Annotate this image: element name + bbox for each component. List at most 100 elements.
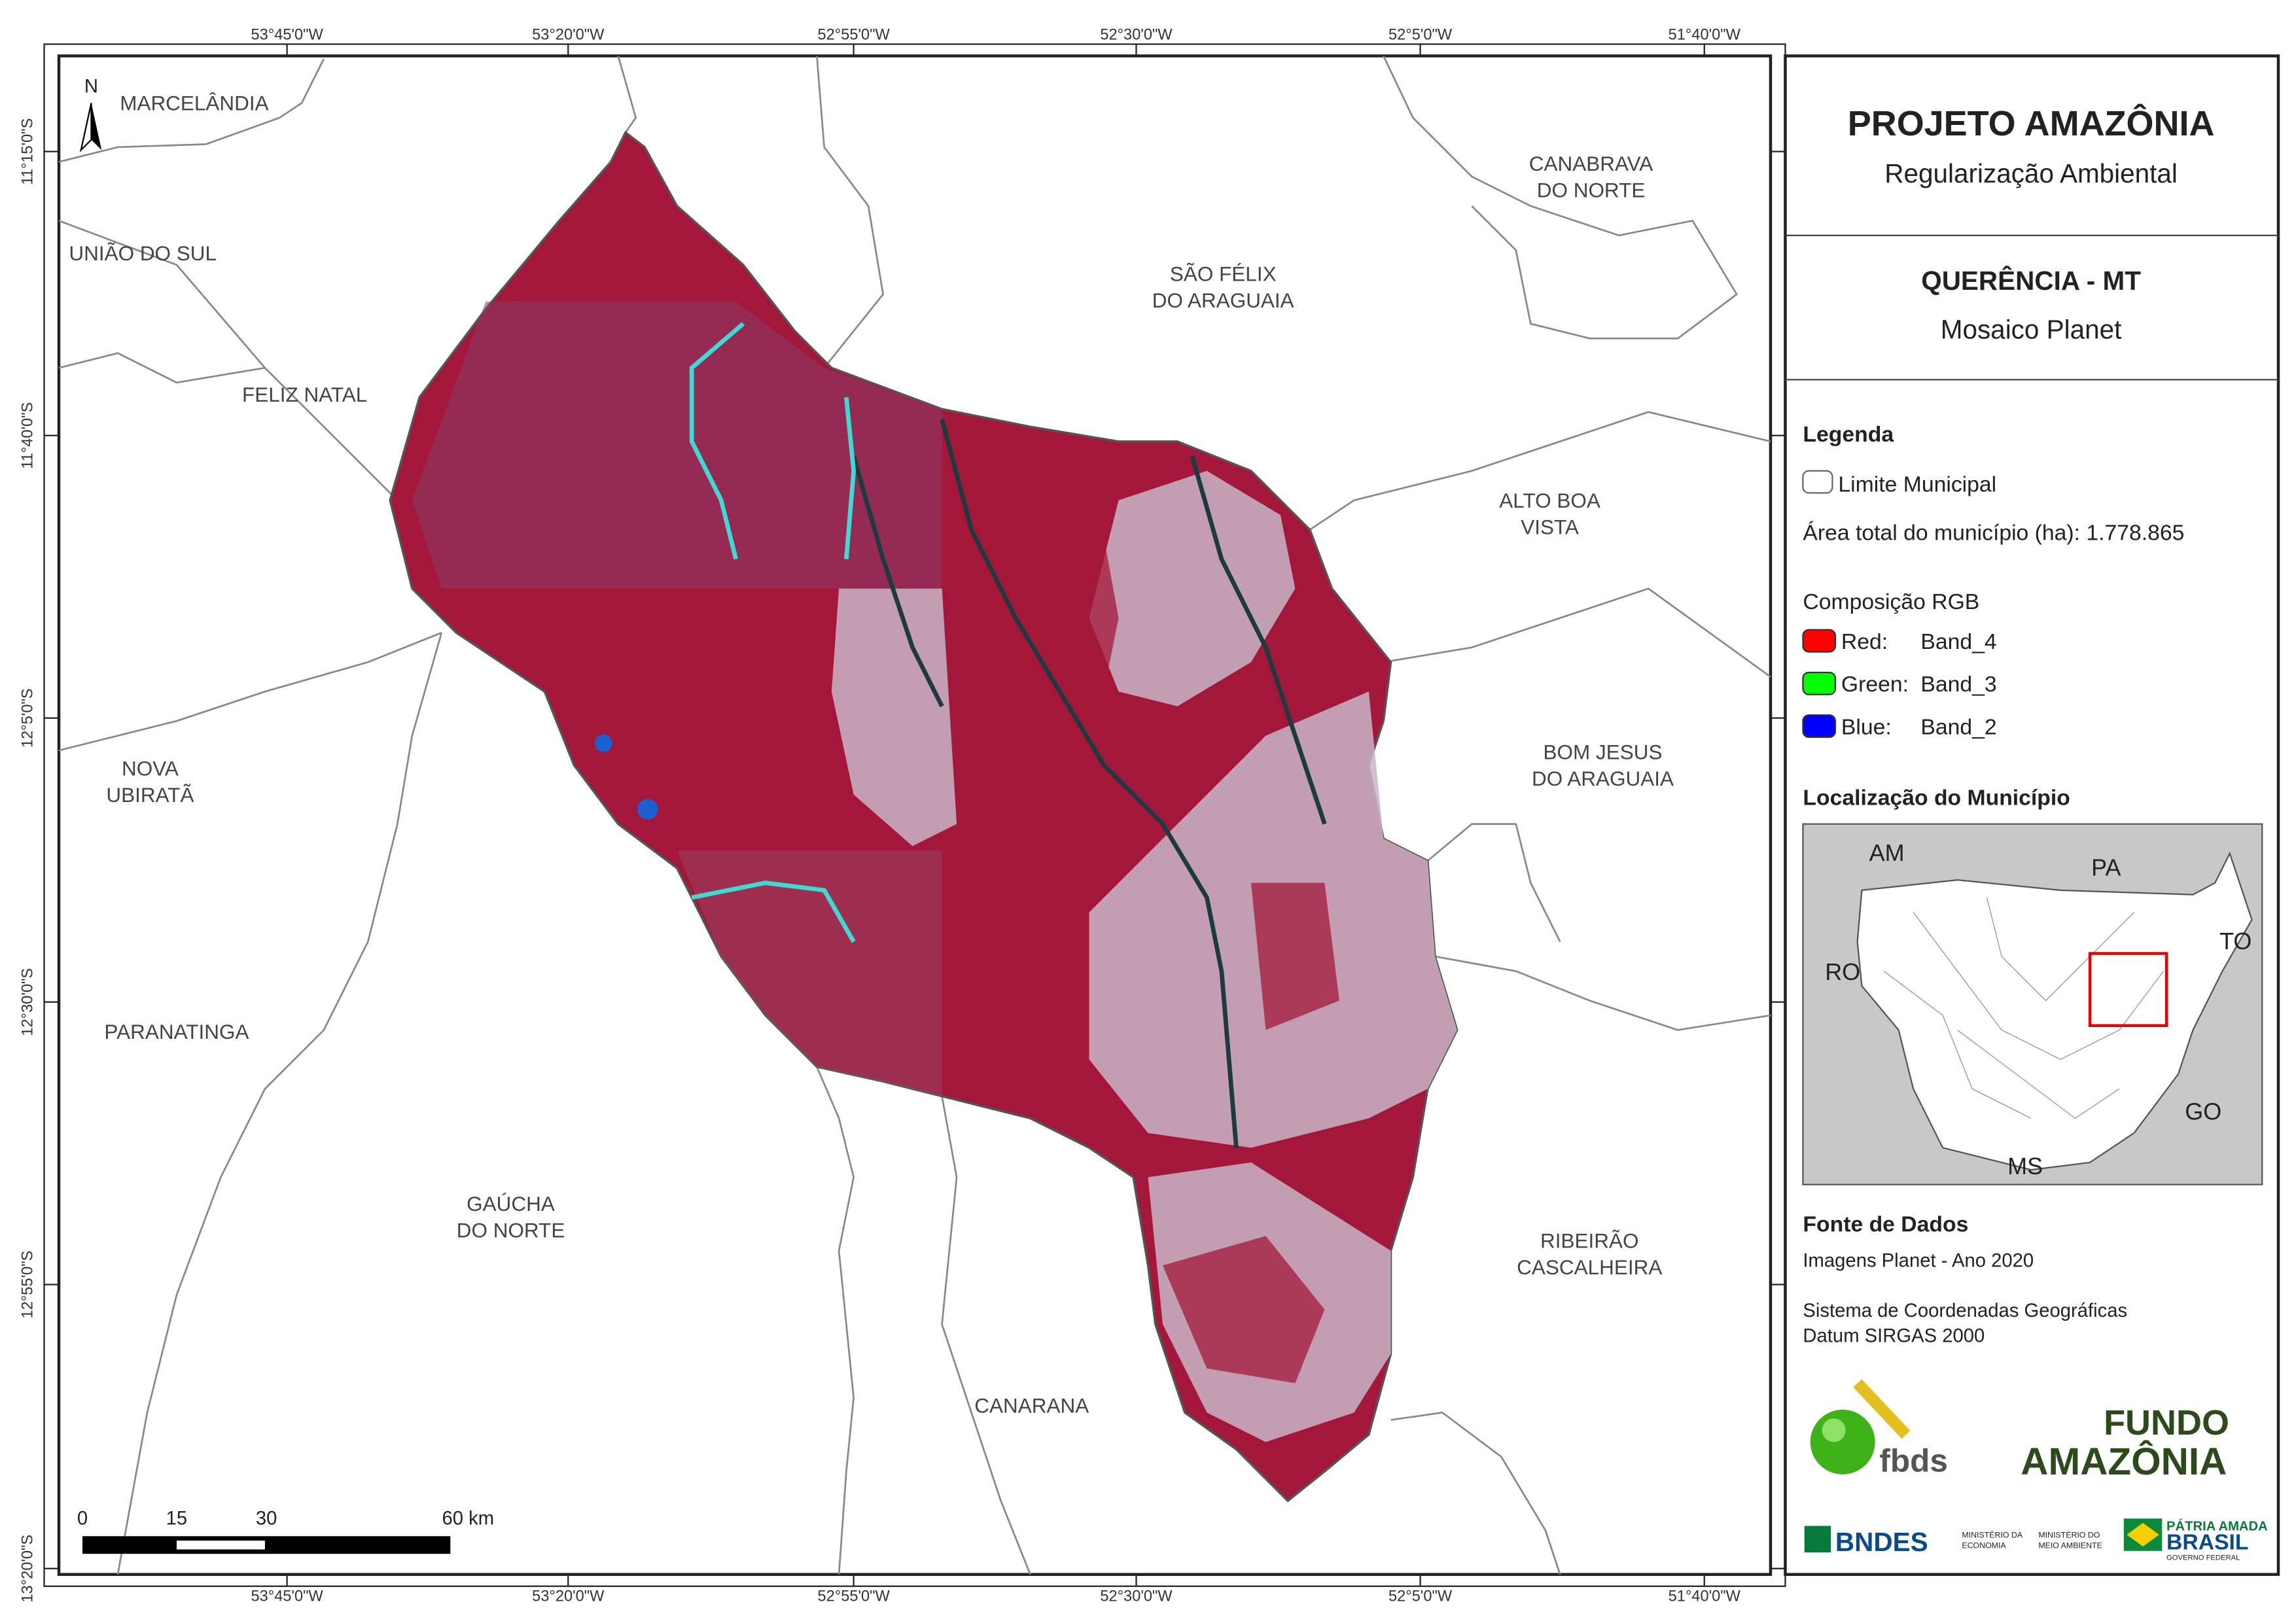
coord-label: 51°40'0"W bbox=[1669, 27, 1741, 44]
map-shape bbox=[941, 1096, 1031, 1575]
logo-text: MEIO AMBIENTE bbox=[2038, 1541, 2102, 1550]
band-name: Band_2 bbox=[1920, 714, 1996, 739]
municipality-label: DO NORTE bbox=[457, 1219, 565, 1242]
logo-text: BRASIL bbox=[2166, 1530, 2249, 1555]
map-shape bbox=[1383, 55, 1739, 340]
map-shape bbox=[844, 396, 857, 560]
band-channel: Green: bbox=[1841, 672, 1909, 697]
municipality-label: ALTO BOA bbox=[1499, 489, 1600, 512]
municipality-label: CANARANA bbox=[974, 1393, 1089, 1417]
source-line: Imagens Planet - Ano 2020 bbox=[1803, 1251, 2034, 1272]
state-label: AM bbox=[1869, 839, 1905, 866]
sources-title: Fonte de Dados bbox=[1803, 1212, 1968, 1237]
location-inset bbox=[1802, 823, 2263, 1185]
municipality-label: VISTA bbox=[1521, 515, 1579, 539]
map-shape bbox=[2088, 952, 2168, 1028]
state-label: TO bbox=[2219, 928, 2252, 954]
municipal-boundaries bbox=[58, 55, 1771, 1575]
map-shape bbox=[940, 419, 1239, 1148]
logo-text: fbds bbox=[1879, 1442, 1947, 1478]
map-shape bbox=[116, 632, 443, 1575]
rgb-title: Composição RGB bbox=[1803, 589, 1979, 614]
map-shape bbox=[1986, 897, 2135, 1002]
logo-text: BNDES bbox=[1835, 1527, 1928, 1557]
map-shape bbox=[689, 322, 745, 560]
map-shape bbox=[637, 799, 658, 820]
source-line: Sistema de Coordenadas Geográficas bbox=[1803, 1300, 2127, 1321]
map-shape bbox=[957, 441, 1339, 1384]
logo-text: MINISTÉRIO DO bbox=[2038, 1530, 2100, 1540]
band-name: Band_3 bbox=[1920, 672, 1996, 697]
coord-label: 53°20'0"W bbox=[532, 27, 605, 44]
map-shape bbox=[1390, 1411, 1561, 1575]
municipality-label: SÃO FÉLIX bbox=[1170, 262, 1277, 286]
map-shape bbox=[58, 58, 325, 163]
map-shape bbox=[816, 1066, 855, 1575]
municipality-label: GAÚCHA bbox=[467, 1192, 555, 1215]
band-channel: Red: bbox=[1841, 629, 1888, 654]
logo-text: ECONOMIA bbox=[1962, 1541, 2006, 1550]
municipality-label: UBIRATÃ bbox=[106, 783, 194, 807]
map-shape bbox=[677, 850, 942, 1096]
municipality-label: CANABRAVA bbox=[1529, 152, 1653, 175]
scale-label: 0 bbox=[77, 1508, 88, 1529]
map-shape bbox=[58, 352, 266, 384]
map-shape bbox=[1427, 823, 1561, 943]
municipality-label: DO ARAGUAIA bbox=[1532, 767, 1674, 790]
map-shape bbox=[1913, 912, 2164, 1060]
municipality-label: BOM JESUS bbox=[1544, 741, 1663, 764]
map-shape bbox=[594, 734, 612, 752]
municipality-label: FELIZ NATAL bbox=[242, 383, 367, 406]
map-shape bbox=[1804, 1526, 1831, 1553]
subtitle: Regularização Ambiental bbox=[1884, 158, 2178, 188]
municipality-labels: MARCELÂNDIA UNIÃO DO SUL FELIZ NATAL NOVA UB… bbox=[69, 92, 1674, 1418]
state-label: PA bbox=[2091, 854, 2121, 881]
scale-label: 60 km bbox=[442, 1508, 495, 1529]
title: PROJETO AMAZÔNIA bbox=[1848, 103, 2215, 143]
municipality-label: UNIÃO DO SUL bbox=[69, 241, 217, 265]
north-label: N bbox=[84, 77, 98, 97]
map-shape bbox=[1957, 1029, 2120, 1119]
coord-label: 52°5'0"W bbox=[1388, 1588, 1453, 1605]
map-shape bbox=[617, 56, 637, 133]
band-swatch bbox=[1802, 629, 1837, 653]
municipality-mosaic bbox=[389, 130, 1458, 1503]
municipality-label: DO ARAGUAIA bbox=[1152, 288, 1294, 312]
map-shape bbox=[1383, 587, 1771, 678]
coord-label: 52°55'0"W bbox=[818, 1588, 891, 1605]
area-label: Área total do município (ha): 1.778.865 bbox=[1803, 521, 2184, 546]
band-swatch bbox=[1802, 671, 1837, 695]
map-shape bbox=[1162, 1236, 1325, 1384]
map-shape bbox=[1856, 851, 2253, 1171]
map-shape bbox=[689, 322, 857, 943]
logo-text: MINISTÉRIO DA bbox=[1962, 1530, 2022, 1540]
map-shape bbox=[412, 302, 942, 589]
coordinate-labels: 53°45'0"W 53°45'0"W 53°20'0"W 53°20'0"W 52°5… bbox=[20, 27, 1741, 1605]
map-shape bbox=[1822, 1418, 1846, 1442]
map-shape bbox=[691, 881, 856, 943]
side-panel bbox=[1784, 54, 2280, 1577]
coord-label: 52°5'0"W bbox=[1388, 27, 1453, 44]
coord-label: 53°45'0"W bbox=[251, 1588, 324, 1605]
coord-label: 52°55'0"W bbox=[818, 27, 891, 44]
north-arrow: N bbox=[79, 77, 102, 152]
legend-swatch bbox=[1802, 470, 1833, 494]
coord-label: 13°20'0"S bbox=[20, 1535, 37, 1603]
logo-text: PÁTRIA AMADA bbox=[2166, 1518, 2268, 1533]
map-shape bbox=[1883, 971, 2032, 1119]
logos: fbds FUNDO AMAZÔNIA BNDES MINISTÉRIO DA … bbox=[1804, 1379, 2268, 1562]
state-labels: AM PA TO RO GO MS bbox=[1825, 839, 2252, 1179]
municipality-label: DO NORTE bbox=[1537, 178, 1646, 201]
band-legend: Red: Band_4 Green: Band_3 Blue: Band_2 bbox=[1802, 629, 1997, 739]
location-title: Localização do Município bbox=[1803, 785, 2070, 810]
map-shape bbox=[58, 631, 442, 752]
scale-label: 30 bbox=[256, 1508, 277, 1529]
map-shape bbox=[851, 455, 944, 708]
legend-label: Limite Municipal bbox=[1838, 472, 1996, 497]
municipality-label: NOVA bbox=[122, 756, 179, 780]
coord-label: 53°45'0"W bbox=[251, 27, 324, 44]
map-shape bbox=[2127, 1523, 2159, 1547]
coord-label: 12°5'0"S bbox=[20, 688, 37, 748]
coord-label: 51°40'0"W bbox=[1669, 1588, 1741, 1605]
map-shape bbox=[816, 56, 885, 369]
